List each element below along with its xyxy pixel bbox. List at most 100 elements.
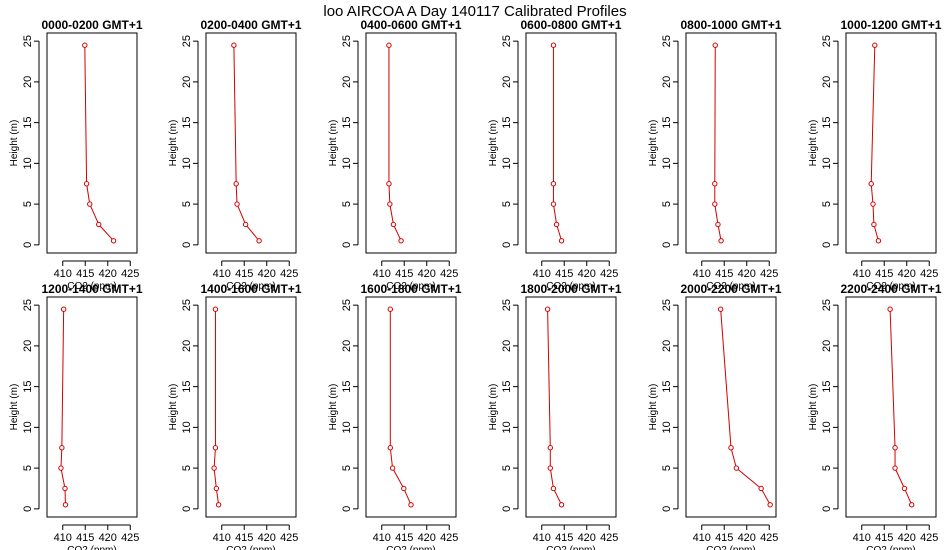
y-tick-label: 5 [821,465,833,471]
x-tick-label: 425 [440,532,458,544]
panel: 1200-1400 GMT+1 410 415 420 425 0 5 10 15 20 25 CO2… [9,282,143,550]
y-tick-label: 20 [821,76,833,88]
data-point [59,445,65,451]
x-tick-label: 420 [898,532,916,544]
y-axis-label: Height (m) [648,120,659,167]
y-tick-label: 5 [341,465,353,471]
y-tick-label: 10 [501,157,513,169]
data-point [212,306,219,312]
y-tick-label: 0 [501,242,513,248]
data-point [387,201,393,207]
y-tick-label: 20 [341,76,353,88]
y-axis-label: Height (m) [488,120,499,167]
y-axis-label: Height (m) [488,384,499,431]
profile-segment [61,309,65,448]
x-tick-label: 420 [738,268,756,280]
x-tick-label: 415 [555,532,573,544]
x-tick-label: 425 [280,268,298,280]
data-point [715,221,721,228]
data-point [408,502,414,508]
data-point [558,502,565,508]
plot-frame [365,296,457,518]
data-point [389,465,396,471]
data-point [901,485,908,492]
y-tick-label: 10 [341,421,353,433]
x-axis-label: CO2 (ppm) [67,281,116,292]
x-tick-label: 410 [693,268,711,280]
profile-segment [730,447,737,469]
profile-segment [889,309,896,448]
x-tick-label: 425 [600,268,618,280]
x-tick-label: 415 [715,532,733,544]
data-point [233,181,239,187]
data-point [887,306,893,312]
profile-segment [894,467,905,489]
y-axis-label: Height (m) [808,384,819,431]
y-tick-label: 20 [821,340,833,352]
x-axis-label: CO2 (ppm) [706,545,755,550]
y-tick-label: 0 [821,242,833,248]
y-tick-label: 5 [22,465,34,471]
x-tick-label: 410 [54,532,72,544]
x-tick-label: 415 [235,268,253,280]
plot-frame [365,32,457,254]
x-tick-label: 410 [373,532,391,544]
data-point [231,42,237,48]
y-tick-label: 5 [501,465,513,471]
x-tick-label: 420 [418,268,436,280]
profile-segment [213,447,216,469]
x-tick-label: 410 [533,532,551,544]
y-tick-label: 10 [661,157,673,169]
plot-frame [685,32,777,254]
x-tick-label: 425 [121,532,139,544]
x-tick-label: 425 [440,268,458,280]
x-tick-label: 420 [99,532,117,544]
profile-segment [392,224,402,241]
panel-title: 1000-1200 GMT+1 [840,18,941,32]
profile-segment [403,488,412,505]
panel: 0600-0800 GMT+1 410 415 420 425 0 5 10 15 20 25 CO2… [488,18,622,292]
plot-frame [46,32,138,254]
panel: 2200-2400 GMT+1 410 415 420 425 0 5 10 15 20 25 CO2… [808,282,942,550]
y-axis-label: Height (m) [328,120,339,167]
data-point [871,221,877,228]
y-tick-label: 25 [341,299,353,311]
y-tick-label: 15 [501,117,513,129]
panel-title: 0200-0400 GMT+1 [200,18,301,32]
y-axis-label: Height (m) [648,384,659,431]
y-tick-label: 25 [661,299,673,311]
panel: 1800-2000 GMT+1 410 415 420 425 0 5 10 15 20 25 CO2… [488,282,622,550]
y-tick-label: 0 [341,506,353,512]
profile-segment [233,45,237,184]
data-point [767,502,773,508]
data-point [909,502,915,508]
data-point [401,485,407,492]
data-point [892,445,898,451]
data-point [256,238,262,244]
profile-segment [389,447,394,469]
x-tick-label: 425 [920,268,938,280]
y-axis-label: Height (m) [808,120,819,167]
profile-segment [552,204,558,225]
data-point [550,485,557,492]
profile-segment [549,468,554,489]
profile-segment [60,447,63,469]
y-tick-label: 0 [501,506,513,512]
x-tick-label: 410 [213,268,231,280]
data-point [211,465,217,471]
y-tick-label: 5 [661,465,673,471]
y-tick-label: 15 [181,381,193,393]
data-point [398,238,404,244]
data-point [712,181,718,187]
profile-segment [388,183,391,205]
profile-segment [389,204,394,225]
y-tick-label: 5 [661,201,673,207]
y-axis-label: Height (m) [9,120,20,167]
x-axis-label: CO2 (ppm) [866,545,915,550]
profile-segment [904,488,913,505]
y-tick-label: 20 [501,76,513,88]
y-tick-label: 20 [22,76,34,88]
data-point [547,445,553,451]
profile-segment [86,183,91,205]
